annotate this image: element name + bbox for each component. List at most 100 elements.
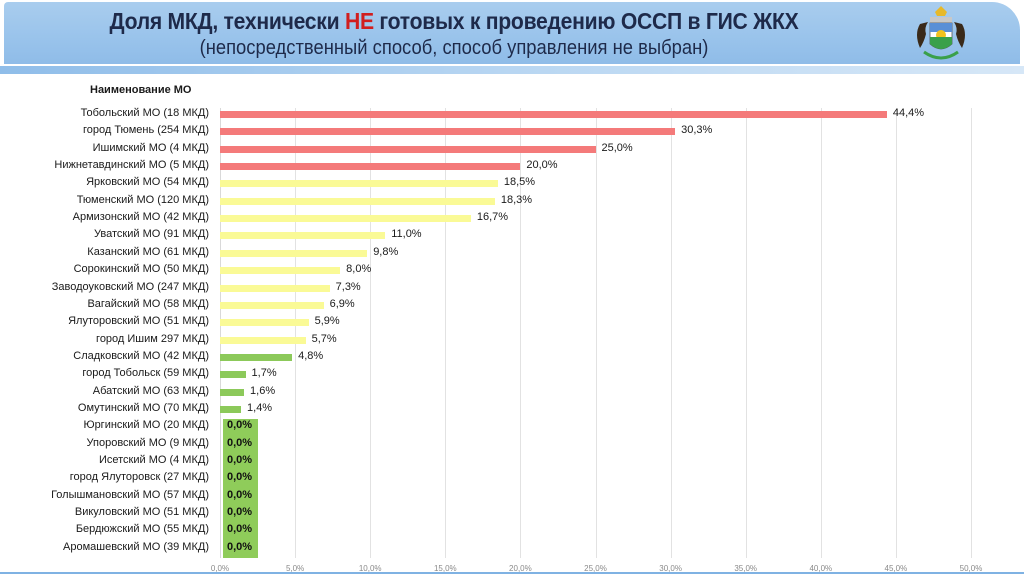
chart-row: Вагайский МО (58 МКД) 6,9% — [0, 297, 1024, 314]
gridline — [220, 108, 221, 558]
chart-row: город Ялуторовск (27 МКД) 0,0% — [0, 470, 1024, 487]
value-label: 20,0% — [526, 159, 558, 172]
bar — [220, 284, 330, 292]
value-label: 18,5% — [503, 176, 536, 189]
value-label: 44,4% — [892, 107, 925, 119]
x-tick-label: 25,0% — [584, 564, 607, 573]
gridline — [971, 108, 972, 558]
value-label: 0,0% — [227, 540, 253, 553]
category-label: Армизонский МО (42 МКД) — [72, 211, 209, 224]
category-label: Казанский МО (61 МКД) — [87, 245, 209, 258]
chart-row: Упоровский МО (9 МКД) 0,0% — [0, 436, 1024, 453]
gridline — [520, 108, 522, 558]
chart-row: Тюменский МО (120 МКД) 18,3% — [0, 193, 1024, 210]
category-label: Абатский МО (63 МКД) — [92, 384, 209, 397]
category-label: Нижнетавдинский МО (5 МКД) — [54, 159, 209, 172]
chart-row: Ярковский МО (54 МКД) 18,5% — [0, 175, 1024, 192]
value-label: 0,0% — [227, 454, 253, 466]
category-label: Ялуторовский МО (51 МКД) — [68, 315, 209, 328]
value-label: 0,0% — [227, 523, 253, 536]
value-label: 6,9% — [329, 297, 355, 310]
x-tick-label: 20,0% — [509, 564, 532, 573]
bar — [220, 267, 341, 275]
category-label: Викуловский МО (51 МКД) — [74, 506, 209, 519]
value-label: 25,0% — [601, 141, 633, 154]
bar — [220, 405, 242, 413]
slide-subtitle: (непосредственный способ, способ управле… — [199, 37, 709, 59]
category-label: Бердюжский МО (55 МКД) — [75, 523, 209, 536]
x-tick-label: 30,0% — [659, 564, 682, 573]
chart-row: Нижнетавдинский МО (5 МКД) 20,0% — [0, 158, 1024, 175]
y-axis-title: Наименование МО — [90, 84, 192, 96]
gridline — [370, 108, 372, 558]
value-label: 4,8% — [298, 349, 324, 362]
chart-row: город Тюмень (254 МКД) 30,3% — [0, 123, 1024, 140]
bar — [220, 111, 887, 118]
chart-row: Заводоуковский МО (247 МКД) 7,3% — [0, 280, 1024, 297]
chart-row: Тобольский МО (18 МКД) 44,4% — [0, 106, 1024, 123]
category-label: Ярковский МО (54 МКД) — [86, 176, 209, 189]
bar — [220, 163, 521, 171]
value-label: 9,8% — [373, 245, 399, 258]
category-label: Омутинский МО (70 МКД) — [77, 401, 209, 414]
zero-values-highlight — [223, 419, 258, 558]
chart-row: Омутинский МО (70 МКД) 1,4% — [0, 401, 1024, 418]
chart-row: Голышмановский МО (57 МКД) 0,0% — [0, 488, 1024, 505]
chart-row: Ишимский МО (4 МКД) 25,0% — [0, 141, 1024, 158]
value-label: 0,0% — [227, 488, 253, 501]
chart-row: Сорокинский МО (50 МКД) 8,0% — [0, 262, 1024, 279]
x-tick-label: 40,0% — [809, 564, 833, 573]
chart-row: Казанский МО (61 МКД) 9,8% — [0, 245, 1024, 262]
category-label: Ишимский МО (4 МКД) — [92, 141, 209, 154]
chart-row: Исетский МО (4 МКД) 0,0% — [0, 453, 1024, 470]
gridline — [895, 108, 897, 558]
bar — [220, 388, 245, 396]
value-label: 0,0% — [227, 471, 253, 484]
category-label: город Ялуторовск (27 МКД) — [69, 471, 209, 484]
value-label: 1,6% — [250, 384, 276, 397]
category-label: город Тобольск (59 МКД) — [82, 367, 209, 380]
chart-row: Абатский МО (63 МКД) 1,6% — [0, 384, 1024, 401]
bar — [220, 197, 495, 205]
bar — [220, 215, 471, 223]
slide-title: Доля МКД, технически НЕ готовых к провед… — [40, 8, 868, 35]
gridline — [670, 108, 672, 558]
category-label: Заводоуковский МО (247 МКД) — [51, 280, 209, 293]
category-label: Сорокинский МО (50 МКД) — [73, 263, 209, 276]
category-label: Аромашевский МО (39 МКД) — [63, 540, 209, 553]
gridline — [445, 108, 447, 558]
value-label: 0,0% — [227, 436, 253, 449]
gridline — [595, 108, 597, 558]
chart-row: Бердюжский МО (55 МКД) 0,0% — [0, 522, 1024, 539]
chart-row: город Ишим 297 МКД) 5,7% — [0, 332, 1024, 349]
category-label: город Ишим 297 МКД) — [96, 332, 209, 345]
value-label: 5,7% — [311, 332, 337, 345]
chart-row: город Тобольск (59 МКД) 1,7% — [0, 366, 1024, 383]
category-label: Упоровский МО (9 МКД) — [86, 436, 209, 449]
value-label: 7,3% — [335, 280, 361, 293]
category-label: Вагайский МО (58 МКД) — [87, 297, 209, 310]
header-divider — [0, 66, 1024, 74]
category-label: Тобольский МО (18 МКД) — [80, 107, 209, 119]
gridline — [820, 108, 822, 558]
category-label: Тюменский МО (120 МКД) — [76, 193, 209, 206]
value-label: 0,0% — [227, 419, 253, 432]
value-label: 8,0% — [346, 263, 372, 276]
value-label: 5,9% — [314, 315, 340, 328]
category-label: Юргинский МО (20 МКД) — [83, 419, 209, 432]
bar — [220, 145, 596, 153]
x-tick-label: 15,0% — [433, 564, 457, 573]
chart-row: Викуловский МО (51 МКД) 0,0% — [0, 505, 1024, 522]
bar — [220, 301, 324, 309]
bar — [220, 371, 246, 379]
bar — [220, 353, 293, 361]
slide-header: Доля МКД, технически НЕ готовых к провед… — [4, 2, 1020, 64]
value-label: 11,0% — [391, 228, 422, 241]
x-tick-label: 45,0% — [884, 564, 908, 573]
value-label: 30,3% — [681, 124, 713, 137]
bar — [220, 180, 498, 188]
gridline — [295, 108, 297, 558]
value-label: 1,4% — [247, 401, 273, 414]
x-tick-label: 5,0% — [285, 564, 305, 573]
bar — [220, 336, 306, 344]
